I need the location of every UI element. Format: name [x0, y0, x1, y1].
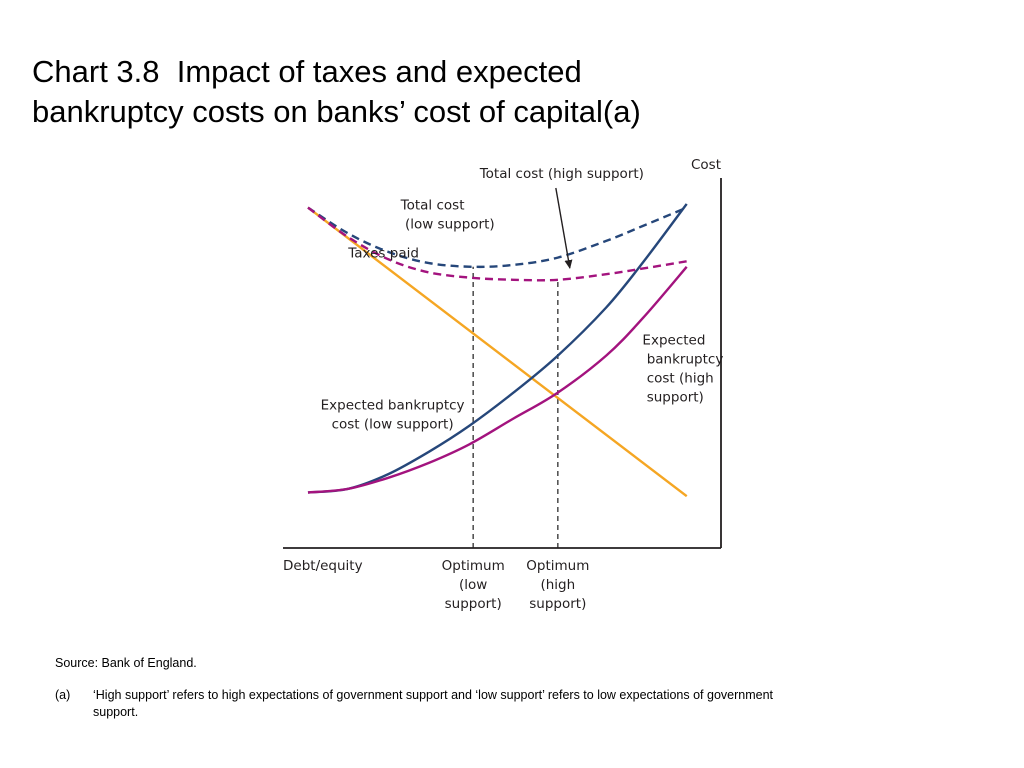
footnote-marker: (a): [55, 688, 71, 702]
optimum-label-2-line-2: (high: [540, 577, 575, 593]
y-axis-label: Cost: [691, 157, 721, 173]
optimum-label-2-line-1: Optimum: [526, 558, 589, 574]
chart-plot-area: Debt/equity Cost Optimum (low support) Optimu…: [283, 157, 723, 612]
annotation-2-line-2: (low support): [401, 216, 495, 232]
annotation-5-line-1: Expected: [642, 333, 705, 349]
footnote-text: ‘High support’ refers to high expectatio…: [93, 688, 773, 719]
annotation-3-line-1: Taxes paid: [347, 246, 419, 262]
annotation-4-line-1: Expected bankruptcy: [321, 397, 465, 413]
annotation-1-line-1: Total cost (high support): [479, 166, 644, 182]
optimum-label-1-line-3: support): [445, 596, 502, 612]
footnote: (a) ‘High support’ refers to high expect…: [55, 687, 815, 721]
annotation-5-line-3: cost (high: [642, 371, 713, 387]
optimum-label-2-line-3: support): [529, 596, 586, 612]
optimum-label-1-line-2: (low: [459, 577, 487, 593]
slide-title: Chart 3.8 Impact of taxes and expected b…: [32, 52, 932, 132]
optimum-label-1-line-1: Optimum: [442, 558, 505, 574]
annotation-5-line-2: bankruptcy: [642, 352, 723, 368]
series-line-expected-bankruptcy-cost-low-support: [307, 203, 688, 494]
annotation-5-line-4: support): [642, 390, 703, 406]
annotation-4-line-2: cost (low support): [332, 416, 454, 432]
series-line-total-cost-high-support: [307, 206, 687, 282]
annotation-arrow: [555, 187, 573, 270]
source-note: Source: Bank of England.: [55, 656, 197, 670]
x-axis-label: Debt/equity: [283, 558, 363, 574]
series-line-expected-bankruptcy-cost-high-support: [307, 266, 688, 494]
annotation-2-line-1: Total cost: [400, 197, 465, 213]
slide-title-line-2: bankruptcy costs on banks’ cost of capit…: [32, 94, 641, 129]
series-line-taxes-paid: [307, 206, 688, 498]
series-line-total-cost-low-support: [307, 206, 688, 269]
slide-title-line-1: Chart 3.8 Impact of taxes and expected: [32, 54, 582, 89]
chart-notes: Source: Bank of England. (a) ‘High suppo…: [55, 655, 815, 721]
